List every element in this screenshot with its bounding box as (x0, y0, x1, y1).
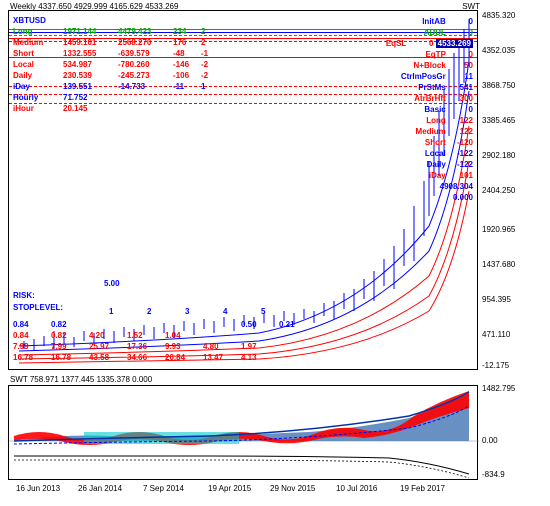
right-data-block: InitAB 0ADDL 0EqSL 0 4533.269EqTP 0N+Blo… (386, 16, 473, 203)
chart-container: Weekly 4337.650 4929.999 4165.629 4533.2… (8, 10, 542, 498)
main-y-axis: 4835.3204352.0353868.7503385.4652902.180… (482, 11, 532, 369)
bottom-data-rows: 0.840.82 0.500.210.840.824.201.521.047.9… (13, 320, 317, 364)
ytick: -834.9 (482, 470, 505, 479)
sub-header: SWT 758.971 1377.445 1335.378 0.000 (10, 375, 152, 384)
main-price-chart[interactable]: XBTUSDLong1971.1444479.4232342Medium1459… (8, 10, 478, 370)
sub-svg (9, 386, 479, 481)
sub-indicator-chart[interactable]: 1482.795 0.00 -834.9 (8, 385, 478, 480)
stop-label: STOPLEVEL: (13, 303, 63, 312)
left-data-block: XBTUSDLong1971.1444479.4232342Medium1459… (13, 15, 216, 114)
ytick: 1482.795 (482, 384, 515, 393)
five-label: 5.00 (104, 279, 120, 288)
x-axis: 16 Jun 201326 Jan 20147 Sep 201419 Apr 2… (8, 484, 478, 496)
ytick: 0.00 (482, 436, 498, 445)
sub-y-axis: 1482.795 0.00 -834.9 (482, 386, 532, 479)
bottom-seq: 12345 (109, 307, 299, 316)
risk-label: RISK: (13, 291, 35, 300)
